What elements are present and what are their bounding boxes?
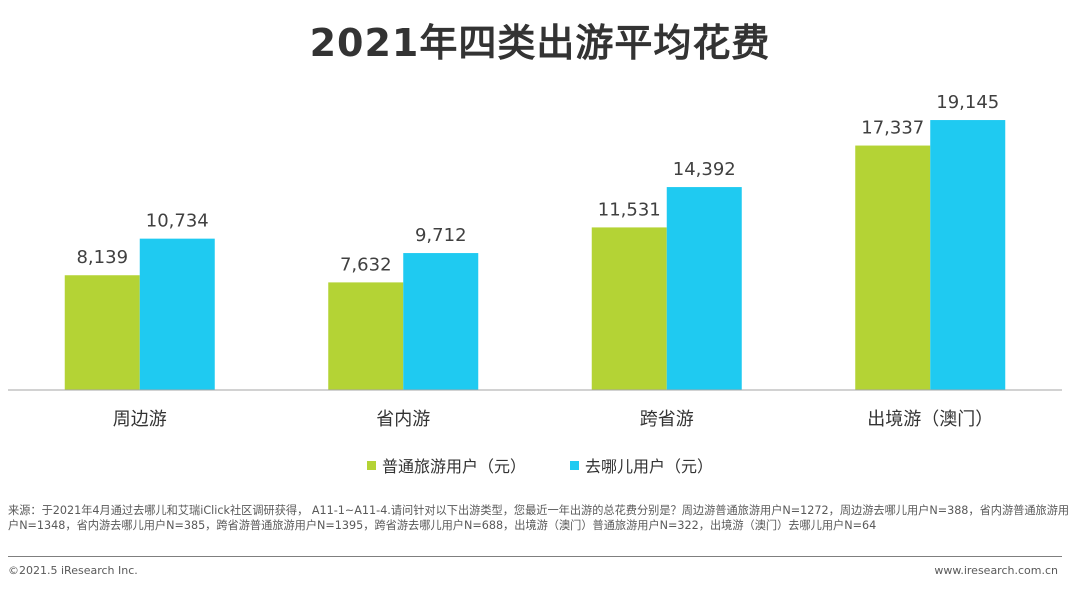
- data-label-regular-2: 11,531: [598, 199, 661, 220]
- data-label-qunar-2: 14,392: [673, 159, 736, 180]
- category-label-3: 出境游（澳门）: [867, 409, 993, 430]
- bar-regular-1: [328, 282, 404, 390]
- data-label-qunar-3: 19,145: [936, 92, 999, 113]
- data-label-qunar-0: 10,734: [146, 211, 209, 232]
- website-link[interactable]: www.iresearch.com.cn: [934, 564, 1058, 577]
- data-label-regular-0: 8,139: [76, 247, 128, 268]
- category-label-2: 跨省游: [640, 409, 694, 430]
- legend-item-regular: 普通旅游用户（元）: [366, 453, 526, 477]
- bar-regular-3: [855, 145, 931, 390]
- source-note: 来源：于2021年4月通过去哪儿和艾瑞iClick社区调研获得， A11-1~A…: [8, 504, 1070, 532]
- bar-regular-2: [591, 227, 667, 390]
- legend-item-qunar: 去哪儿用户（元）: [570, 453, 713, 477]
- legend: 普通旅游用户（元） 去哪儿用户（元）: [0, 453, 1080, 477]
- bar-regular-0: [64, 275, 140, 390]
- footer-divider: [8, 556, 1062, 557]
- legend-label-qunar: 去哪儿用户（元）: [585, 457, 714, 476]
- copyright-text: ©2021.5 iResearch Inc.: [8, 564, 138, 577]
- chart-title: 2021年四类出游平均花费: [309, 21, 771, 65]
- data-label-qunar-1: 9,712: [415, 225, 467, 246]
- bar-qunar-0: [139, 238, 215, 390]
- category-label-1: 省内游: [376, 409, 430, 430]
- bar-qunar-1: [403, 253, 479, 390]
- bar-qunar-3: [930, 120, 1006, 391]
- data-label-regular-1: 7,632: [340, 254, 392, 275]
- bar-chart: 8,139 10,734 周边游 7,632 9,712 省内游 11,531 14,392 跨…: [8, 92, 1062, 430]
- category-label-0: 周边游: [113, 409, 167, 430]
- legend-swatch-qunar: [570, 460, 579, 470]
- legend-swatch-regular: [366, 460, 376, 470]
- legend-label-regular: 普通旅游用户（元）: [381, 457, 526, 476]
- bar-qunar-2: [666, 187, 742, 390]
- data-label-regular-3: 17,337: [861, 118, 924, 139]
